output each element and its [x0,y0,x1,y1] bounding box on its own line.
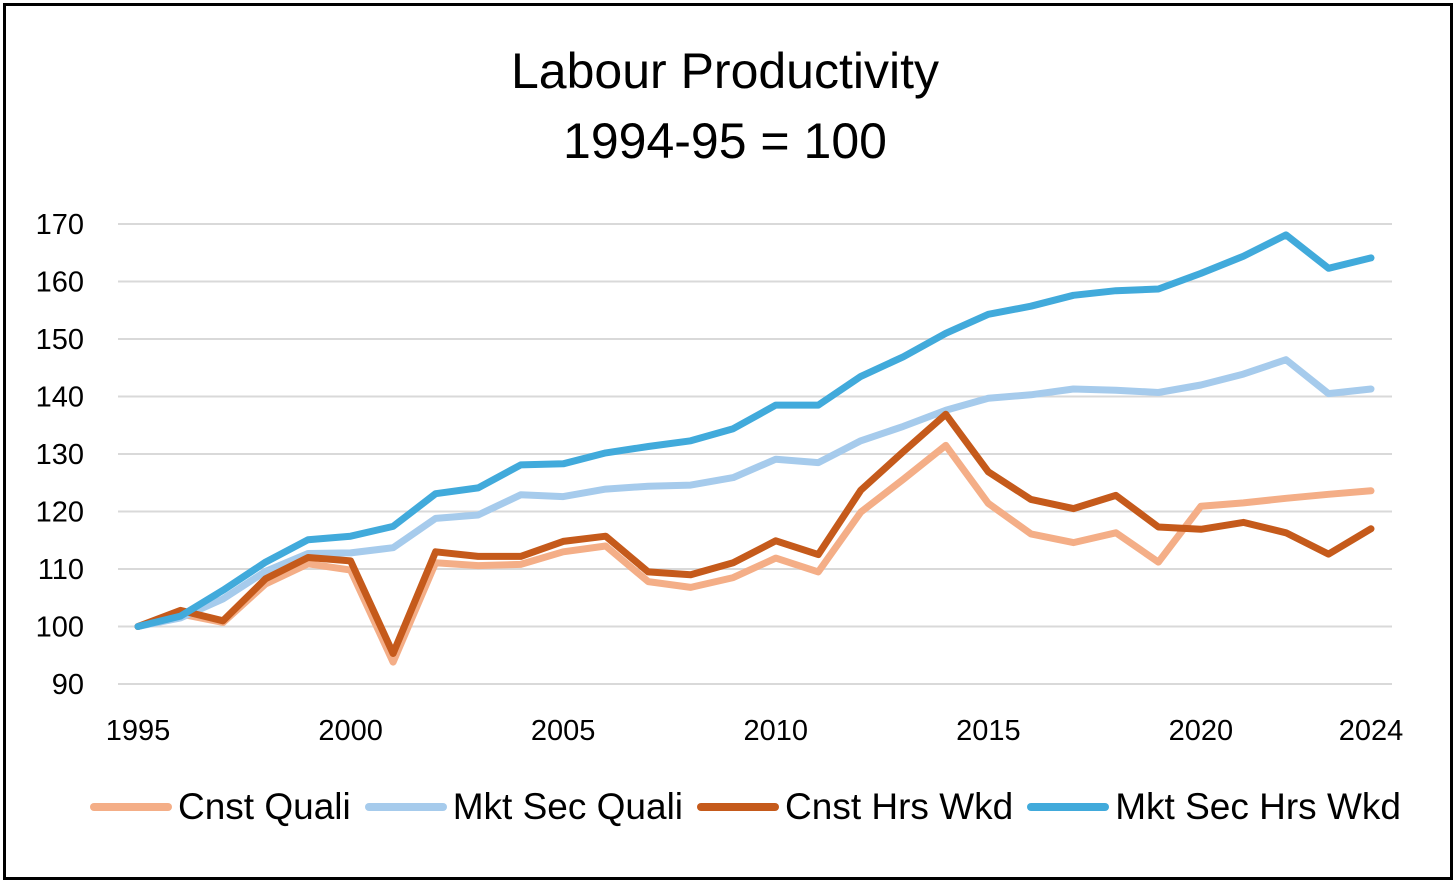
legend-swatch [364,803,447,811]
x-tick-label: 1995 [106,715,171,747]
y-tick-label: 120 [36,497,84,529]
legend-item: Cnst Quali [90,786,351,828]
x-tick-label: 2015 [956,715,1021,747]
y-tick-label: 150 [36,324,84,356]
series-line-mkt-sec-quali [134,356,1375,630]
legend-swatch [1027,803,1110,811]
legend-item: Cnst Hrs Wkd [697,786,1013,828]
x-tick-label: 2010 [744,715,809,747]
series-line-cnst-hrs-wkd [134,410,1375,657]
chart-frame [3,3,1453,880]
series-line-mkt-sec-hrs-wkd [134,231,1375,630]
legend-swatch [90,803,172,811]
legend-label: Cnst Hrs Wkd [785,786,1014,827]
series-line-cnst-quali [134,441,1375,666]
y-tick-label: 170 [36,209,84,241]
y-tick-label: 140 [36,382,84,414]
legend-item: Mkt Sec Quali [364,786,684,828]
x-tick-label: 2005 [531,715,596,747]
legend-label: Cnst Quali [178,786,351,827]
y-tick-label: 90 [52,669,84,701]
x-tick-label: 2024 [1339,715,1404,747]
legend-item: Mkt Sec Hrs Wkd [1027,786,1401,828]
y-tick-label: 160 [36,267,84,299]
chart-subtitle: 1994-95 = 100 [563,113,887,169]
y-tick-label: 110 [38,554,84,586]
legend-swatch [697,803,780,811]
x-tick-label: 2000 [318,715,383,747]
y-tick-label: 100 [36,612,84,644]
y-tick-label: 130 [36,439,84,471]
x-tick-label: 2020 [1169,715,1234,747]
chart-title: Labour Productivity [510,43,939,99]
legend-label: Mkt Sec Hrs Wkd [1115,786,1401,827]
chart-legend: Cnst Quali Mkt Sec Quali Cnst Hrs Wkd Mkt S… [90,786,1415,828]
legend-label: Mkt Sec Quali [452,786,684,827]
